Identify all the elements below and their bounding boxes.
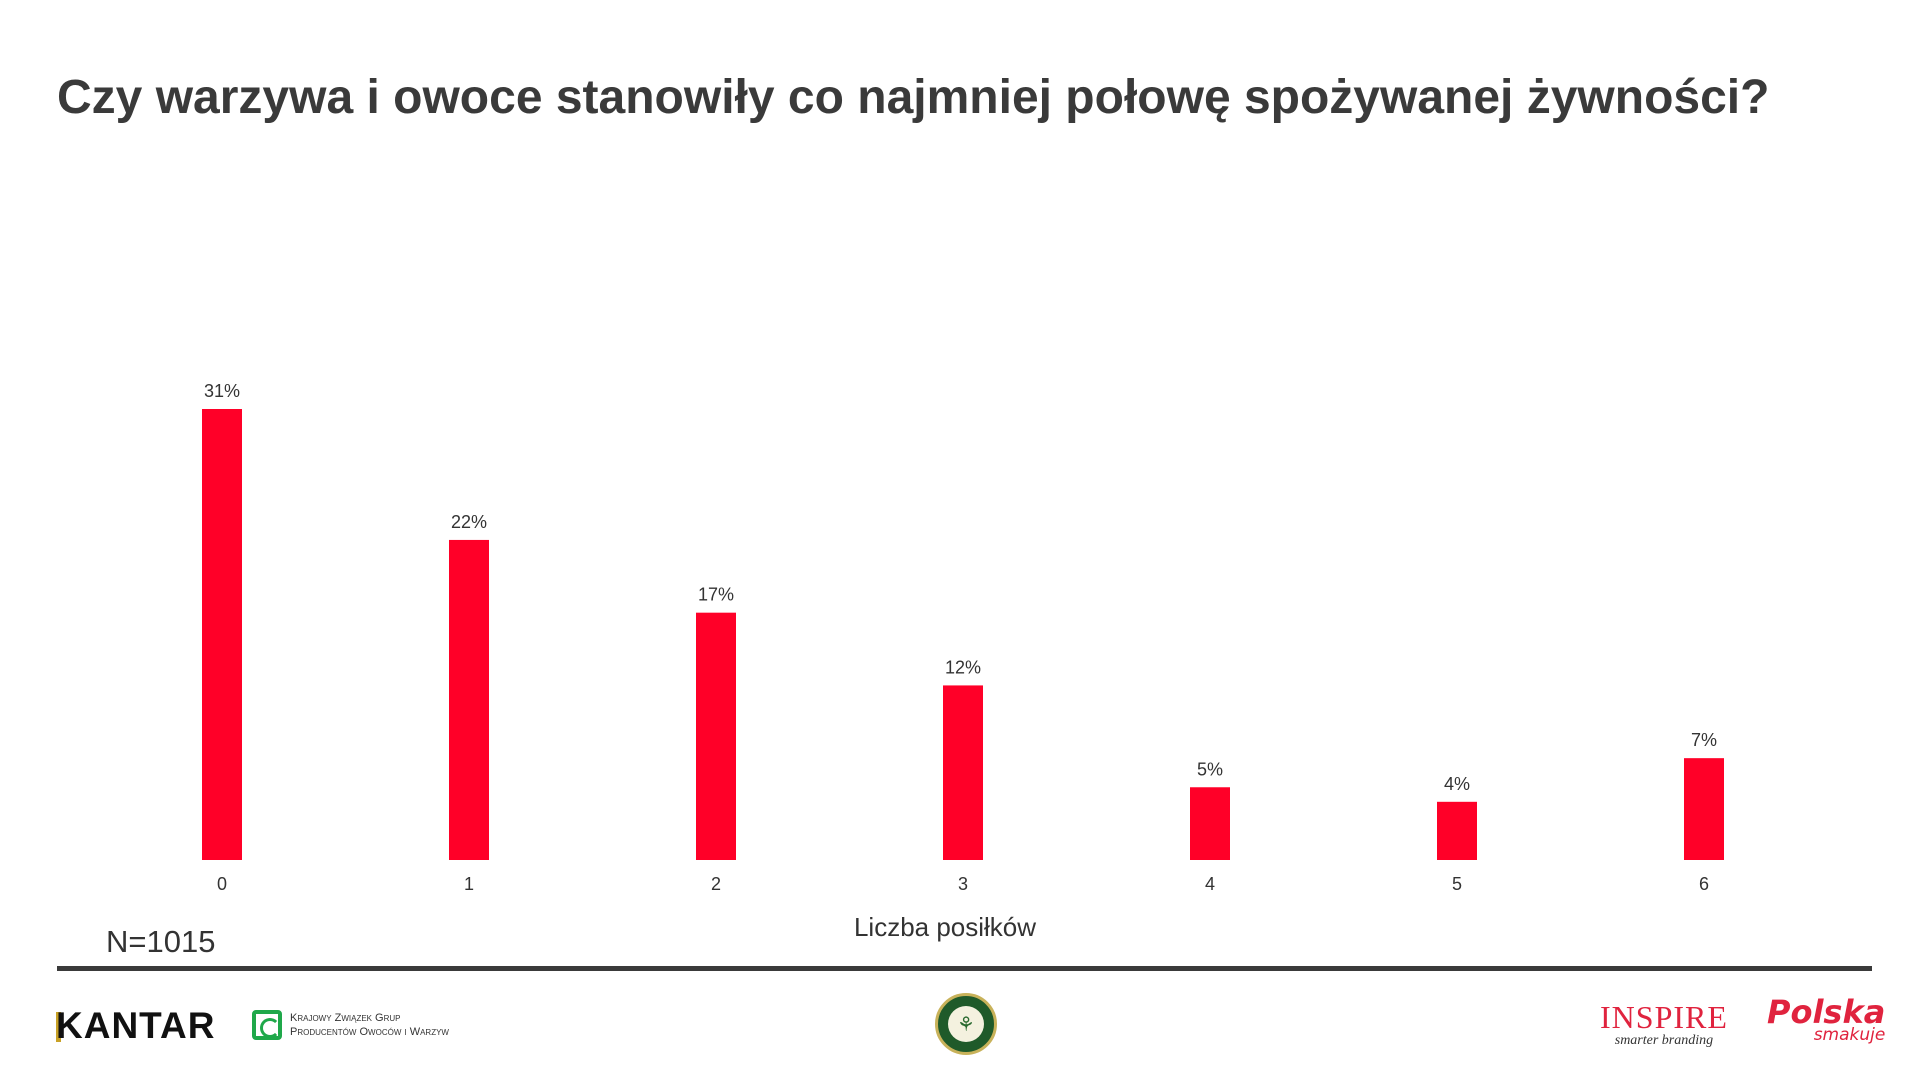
polska-smakuje-logo: Polska smakuje bbox=[1767, 995, 1885, 1045]
kzgpow-line-2: Producentów Owoców i Warzyw bbox=[290, 1026, 449, 1038]
bar-3 bbox=[943, 685, 983, 860]
x-axis-label: Liczba posiłków bbox=[854, 912, 1036, 942]
bars-group bbox=[202, 409, 1724, 860]
polska-wordmark: Polska bbox=[1767, 993, 1886, 1031]
inspire-logo: INSPIRE smarter branding bbox=[1600, 1000, 1728, 1048]
inspire-wordmark: INSPIRE bbox=[1600, 999, 1728, 1035]
bar-5 bbox=[1437, 801, 1477, 860]
footer-divider bbox=[57, 966, 1872, 971]
kantar-logo: KANTAR bbox=[56, 1005, 216, 1046]
x-tick-4: 4 bbox=[1205, 874, 1215, 894]
kzgpow-line-1: Krajowy Związek Grup bbox=[290, 1012, 401, 1024]
bar-6 bbox=[1684, 758, 1724, 860]
value-label-0: 31% bbox=[204, 381, 240, 401]
bar-chart: 31% 22% 17% 12% 5% 4% 7% 0 1 2 3 4 5 6 Liczba posiłk… bbox=[202, 381, 1724, 942]
wheat-icon: ⚘ bbox=[948, 1006, 984, 1042]
bar-2 bbox=[696, 612, 736, 860]
kzgpow-emblem-icon bbox=[252, 1010, 282, 1040]
value-label-6: 7% bbox=[1691, 730, 1717, 750]
kantar-accent-bar bbox=[56, 1012, 61, 1042]
kzgpow-logo: Krajowy Związek Grup Producentów Owoców … bbox=[252, 1010, 449, 1040]
ministry-seal-icon: ⚘ bbox=[935, 993, 997, 1055]
value-labels-group: 31% 22% 17% 12% 5% 4% 7% bbox=[204, 381, 1717, 794]
inspire-tagline: smarter branding bbox=[1614, 1033, 1714, 1048]
value-label-4: 5% bbox=[1197, 759, 1223, 779]
x-tick-6: 6 bbox=[1699, 874, 1709, 894]
bar-1 bbox=[449, 539, 489, 860]
kzgpow-name: Krajowy Związek Grup Producentów Owoców … bbox=[290, 1011, 449, 1039]
bar-4 bbox=[1190, 787, 1230, 860]
value-label-2: 17% bbox=[698, 585, 734, 605]
x-tick-5: 5 bbox=[1452, 874, 1462, 894]
x-tick-3: 3 bbox=[958, 874, 968, 894]
x-tick-labels-group: 0 1 2 3 4 5 6 bbox=[217, 874, 1709, 894]
bar-0 bbox=[202, 409, 242, 860]
x-tick-1: 1 bbox=[464, 874, 474, 894]
value-label-3: 12% bbox=[945, 657, 981, 677]
polska-tagline: smakuje bbox=[1813, 1025, 1886, 1045]
value-label-1: 22% bbox=[451, 512, 487, 532]
value-label-5: 4% bbox=[1444, 774, 1470, 794]
x-tick-2: 2 bbox=[711, 874, 721, 894]
sample-size-label: N=1015 bbox=[106, 924, 216, 959]
x-tick-0: 0 bbox=[217, 874, 227, 894]
page-title: Czy warzywa i owoce stanowiły co najmnie… bbox=[57, 71, 1770, 124]
